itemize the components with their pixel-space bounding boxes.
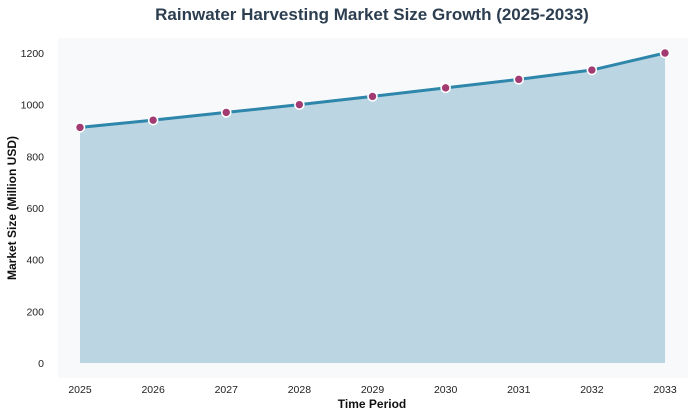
data-point-marker bbox=[440, 82, 451, 94]
x-tick-label: 2028 bbox=[288, 384, 312, 396]
y-tick-label: 200 bbox=[26, 306, 44, 318]
y-tick-label: 600 bbox=[26, 203, 44, 215]
y-tick-label: 800 bbox=[26, 151, 44, 163]
x-tick-label: 2026 bbox=[141, 384, 165, 396]
data-point-marker bbox=[367, 91, 378, 102]
x-tick-label: 2027 bbox=[215, 384, 239, 396]
x-axis-ticks: 2025 2026 2027 2028 2029 2030 2031 2032 2033 bbox=[68, 384, 677, 396]
x-axis-label: Time Period bbox=[338, 397, 406, 411]
x-tick-label: 2030 bbox=[434, 384, 458, 396]
chart-title: Rainwater Harvesting Market Size Growth … bbox=[155, 5, 589, 24]
series-area-fill bbox=[80, 53, 665, 363]
data-point-marker bbox=[294, 99, 305, 110]
x-tick-label: 2025 bbox=[68, 384, 92, 396]
data-point-marker bbox=[659, 47, 671, 59]
data-point-marker bbox=[586, 64, 598, 76]
y-tick-label: 400 bbox=[26, 255, 44, 267]
y-tick-label: 0 bbox=[38, 358, 44, 370]
data-point-marker bbox=[147, 114, 159, 126]
y-axis-ticks: 0 200 400 600 800 1000 1200 bbox=[21, 48, 45, 370]
series-markers bbox=[74, 47, 671, 133]
y-tick-label: 1200 bbox=[21, 48, 45, 60]
data-point-marker bbox=[220, 107, 232, 118]
x-tick-label: 2031 bbox=[507, 384, 531, 396]
y-axis-label: Market Size (Million USD) bbox=[5, 136, 19, 280]
data-point-marker bbox=[513, 74, 525, 85]
x-tick-label: 2029 bbox=[361, 384, 385, 396]
y-tick-label: 1000 bbox=[21, 100, 45, 112]
x-tick-label: 2033 bbox=[653, 384, 677, 396]
x-tick-label: 2032 bbox=[580, 384, 604, 396]
data-point-marker bbox=[74, 122, 86, 133]
